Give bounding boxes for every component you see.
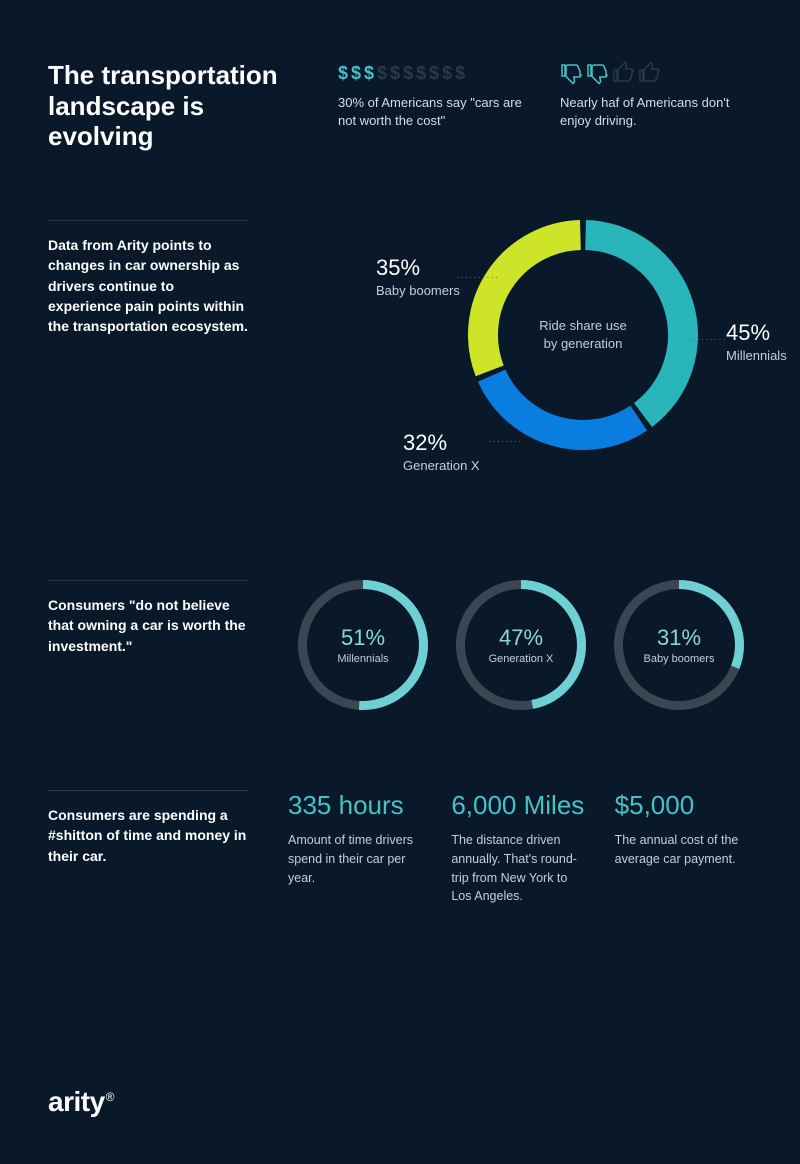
stats-side-text: Consumers are spending a #shitton of tim…	[48, 790, 248, 906]
stat-thumbs-text: Nearly haf of Americans don't enjoy driv…	[560, 94, 752, 130]
leader-dots: ··········	[456, 272, 499, 283]
donut-center-l2: by generation	[544, 335, 623, 353]
thumbs-down-icon	[586, 61, 610, 85]
stat-item: $5,000 The annual cost of the average car…	[615, 790, 752, 906]
hero-row: The transportation landscape is evolving…	[48, 60, 752, 152]
ring-pct: 47%	[499, 625, 543, 651]
big-numbers: 335 hours Amount of time drivers spend in…	[288, 790, 752, 906]
donut-label: 45%Millennials	[726, 320, 787, 363]
page-title: The transportation landscape is evolving	[48, 60, 308, 152]
stat-text: Amount of time drivers spend in their ca…	[288, 831, 425, 887]
stats-section: Consumers are spending a #shitton of tim…	[48, 790, 752, 906]
stat-value: 6,000 Miles	[451, 790, 588, 821]
leader-dots: ·········	[688, 334, 727, 345]
dollar-icon: $	[377, 63, 388, 84]
stat-item: 6,000 Miles The distance driven annually.…	[451, 790, 588, 906]
rings-side-text: Consumers "do not believe that owning a …	[48, 580, 248, 710]
thumbs-up-icon	[638, 61, 662, 85]
thumb-icons	[560, 60, 752, 86]
dollar-icon: $	[455, 63, 466, 84]
brand-mark: ®	[106, 1090, 114, 1104]
donut-side-text: Data from Arity points to changes in car…	[48, 220, 248, 500]
donut-chart: Ride share use by generation 45%Millenni…	[288, 220, 752, 500]
donut-label: 35%Baby boomers	[376, 255, 460, 298]
rings-section: Consumers "do not believe that owning a …	[48, 580, 752, 710]
brand-logo: arity®	[48, 1086, 113, 1118]
stat-item: 335 hours Amount of time drivers spend in…	[288, 790, 425, 906]
stat-dollars: $$$$$$$$$$ 30% of Americans say "cars ar…	[338, 60, 530, 152]
dollar-icon: $	[403, 63, 414, 84]
ring-gen: Baby boomers	[644, 653, 715, 665]
page-title-block: The transportation landscape is evolving	[48, 60, 308, 152]
donut-section: Data from Arity points to changes in car…	[48, 220, 752, 500]
stat-value: 335 hours	[288, 790, 425, 821]
thumbs-up-icon	[612, 61, 636, 85]
ring-pct: 51%	[341, 625, 385, 651]
dollar-icon: $	[351, 63, 362, 84]
dollar-icon: $	[364, 63, 375, 84]
dollar-icon: $	[442, 63, 453, 84]
stat-text: The annual cost of the average car payme…	[615, 831, 752, 869]
donut-label: 32%Generation X	[403, 430, 480, 473]
progress-ring: 51% Millennials	[298, 580, 428, 710]
dollar-icon: $	[416, 63, 427, 84]
thumbs-down-icon	[560, 61, 584, 85]
stat-text: The distance driven annually. That's rou…	[451, 831, 588, 906]
brand-text: arity	[48, 1086, 105, 1117]
donut-center-label: Ride share use by generation	[468, 220, 698, 450]
stat-value: $5,000	[615, 790, 752, 821]
donut-center-l1: Ride share use	[539, 317, 626, 335]
ring-gen: Millennials	[337, 653, 388, 665]
progress-ring: 47% Generation X	[456, 580, 586, 710]
stat-dollars-text: 30% of Americans say "cars are not worth…	[338, 94, 530, 130]
dollar-icon: $	[390, 63, 401, 84]
ring-pct: 31%	[657, 625, 701, 651]
leader-dots: ········	[488, 436, 523, 447]
dollar-icons: $$$$$$$$$$	[338, 60, 530, 86]
progress-ring: 31% Baby boomers	[614, 580, 744, 710]
stat-thumbs: Nearly haf of Americans don't enjoy driv…	[560, 60, 752, 152]
dollar-icon: $	[338, 63, 349, 84]
dollar-icon: $	[429, 63, 440, 84]
ring-gen: Generation X	[489, 653, 554, 665]
progress-rings: 51% Millennials 47% Generation X 31% Baby boo…	[288, 580, 752, 710]
